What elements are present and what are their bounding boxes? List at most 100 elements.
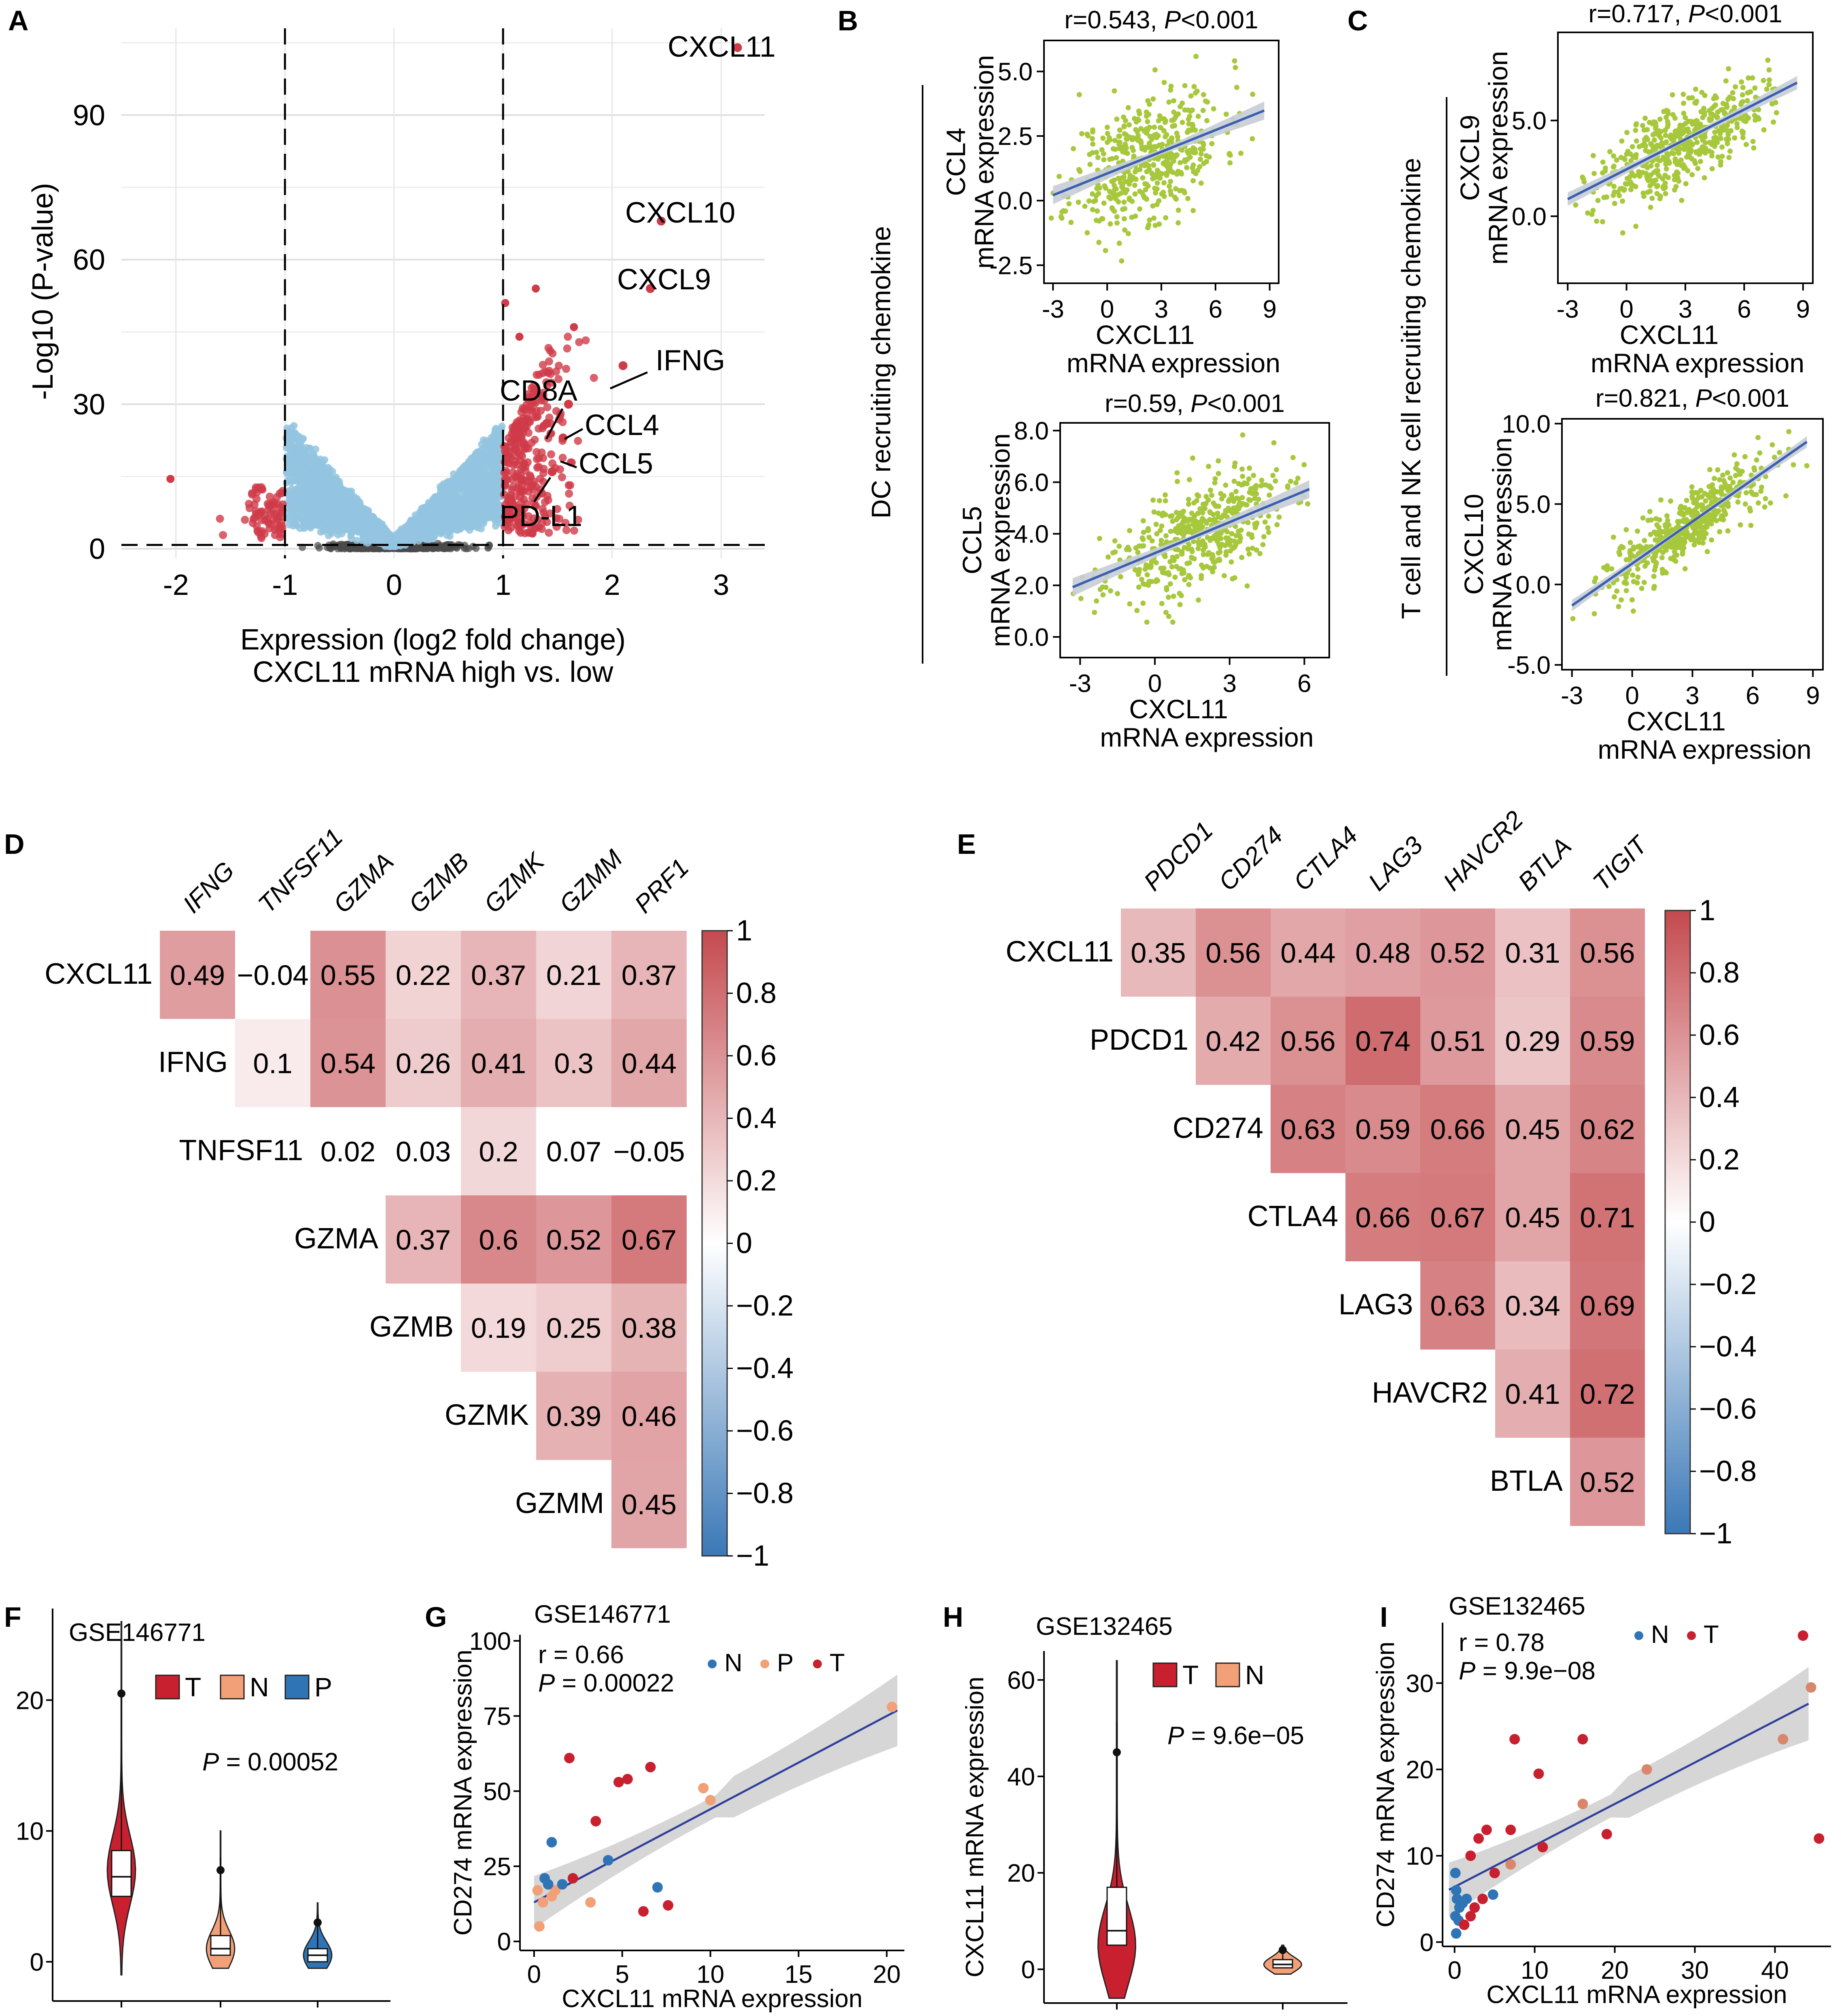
data-point: [1179, 521, 1184, 527]
data-point: [1209, 141, 1215, 146]
ns-gene-point: [318, 512, 326, 520]
data-point: [1670, 92, 1675, 98]
x-axis-title: CXCL11: [1096, 320, 1195, 350]
data-point: [1723, 78, 1729, 84]
data-point: [1663, 191, 1668, 197]
data-point: [1195, 511, 1201, 516]
x-tick-label: 0: [1148, 670, 1162, 698]
down-gene-point: [166, 475, 175, 483]
data-point: [1166, 99, 1172, 105]
y-axis-title: -Log10 (P-value): [27, 183, 59, 400]
data-point: [1726, 155, 1732, 160]
data-point: [1733, 84, 1738, 90]
ns-gene-point: [466, 511, 473, 519]
up-gene-point: [539, 454, 547, 462]
data-point: [1153, 190, 1159, 196]
data-point: [1218, 491, 1224, 497]
ns-gene-point: [467, 502, 474, 509]
data-point: [1071, 146, 1076, 151]
data-point: [1179, 147, 1185, 153]
data-point: [1136, 584, 1142, 590]
down-gene-point: [241, 516, 249, 524]
data-point: [1246, 476, 1252, 482]
data-point: [1127, 134, 1132, 140]
data-point: [1159, 537, 1164, 543]
data-point: [1234, 495, 1240, 501]
data-point: [1168, 528, 1173, 534]
data-point: [1076, 199, 1081, 205]
group-label-c: T cell and NK cell recruiting chemokine: [1396, 158, 1426, 619]
data-point: [1600, 159, 1606, 165]
data-point: [1694, 140, 1700, 145]
data-point: [1079, 131, 1084, 136]
up-gene-point: [539, 465, 548, 473]
ns-gene-point: [360, 505, 368, 512]
data-point: [1238, 151, 1244, 156]
ns-gene-point: [491, 466, 499, 474]
data-point: [1114, 116, 1120, 122]
data-point: [1229, 494, 1235, 500]
data-point: [1288, 479, 1293, 484]
data-point: [1594, 219, 1600, 224]
down-gene-point: [278, 522, 286, 531]
up-gene-point: [503, 475, 512, 484]
ns-gene-point: [479, 458, 486, 466]
down-gene-point: [257, 483, 265, 491]
data-point: [1601, 195, 1607, 200]
data-point: [1105, 140, 1110, 145]
ns-gene-point: [337, 486, 345, 493]
data-point: [1110, 550, 1116, 556]
plot-title: r=0.59, P<0.001: [1105, 390, 1285, 418]
data-point: [1656, 173, 1662, 179]
data-point: [1161, 116, 1167, 122]
x-tick-label: -3: [1042, 295, 1064, 323]
data-point: [1648, 204, 1653, 210]
data-point: [1224, 529, 1230, 535]
data-point: [1163, 134, 1168, 140]
y-tick-label: 8.0: [1014, 417, 1049, 445]
data-point: [1228, 508, 1233, 514]
y-axis-gene: CCL5: [957, 506, 987, 575]
data-point: [1766, 82, 1772, 87]
data-point: [1216, 503, 1222, 509]
ns-gene-point: [344, 522, 351, 530]
x-tick-label: 6: [1297, 670, 1311, 698]
data-point: [1193, 53, 1199, 59]
data-point: [1122, 206, 1128, 212]
x-tick-label: 2: [604, 569, 620, 601]
data-point: [1132, 183, 1137, 188]
data-point: [1140, 175, 1146, 180]
data-point: [1748, 89, 1753, 95]
data-point: [1232, 58, 1237, 64]
data-point: [1186, 477, 1192, 482]
data-point: [1116, 240, 1122, 246]
data-point: [1634, 121, 1639, 127]
data-point: [1261, 534, 1267, 539]
data-point: [1147, 102, 1152, 107]
data-point: [1171, 593, 1176, 599]
data-point: [1293, 480, 1299, 486]
x-axis-subtitle: CXCL11 mRNA high vs. low: [253, 656, 614, 688]
up-gene-point: [564, 333, 572, 341]
data-point: [1197, 164, 1203, 170]
data-point: [1090, 129, 1095, 135]
data-point: [1611, 153, 1617, 159]
ns-gene-point: [303, 492, 311, 499]
panel-label-f: F: [4, 1601, 21, 1633]
down-gene-point: [276, 509, 285, 517]
data-point: [1295, 475, 1301, 481]
data-point: [1680, 91, 1686, 97]
data-point: [1250, 91, 1256, 97]
data-point: [1750, 138, 1756, 144]
data-point: [1127, 122, 1132, 127]
data-point: [1190, 208, 1196, 213]
data-point: [1087, 152, 1093, 157]
up-gene-point: [532, 284, 540, 293]
ns-gene-point: [325, 497, 333, 504]
up-gene-point: [562, 365, 571, 373]
data-point: [1137, 206, 1143, 212]
data-point: [1711, 104, 1717, 109]
data-point: [1095, 155, 1101, 160]
data-point: [1262, 519, 1268, 525]
